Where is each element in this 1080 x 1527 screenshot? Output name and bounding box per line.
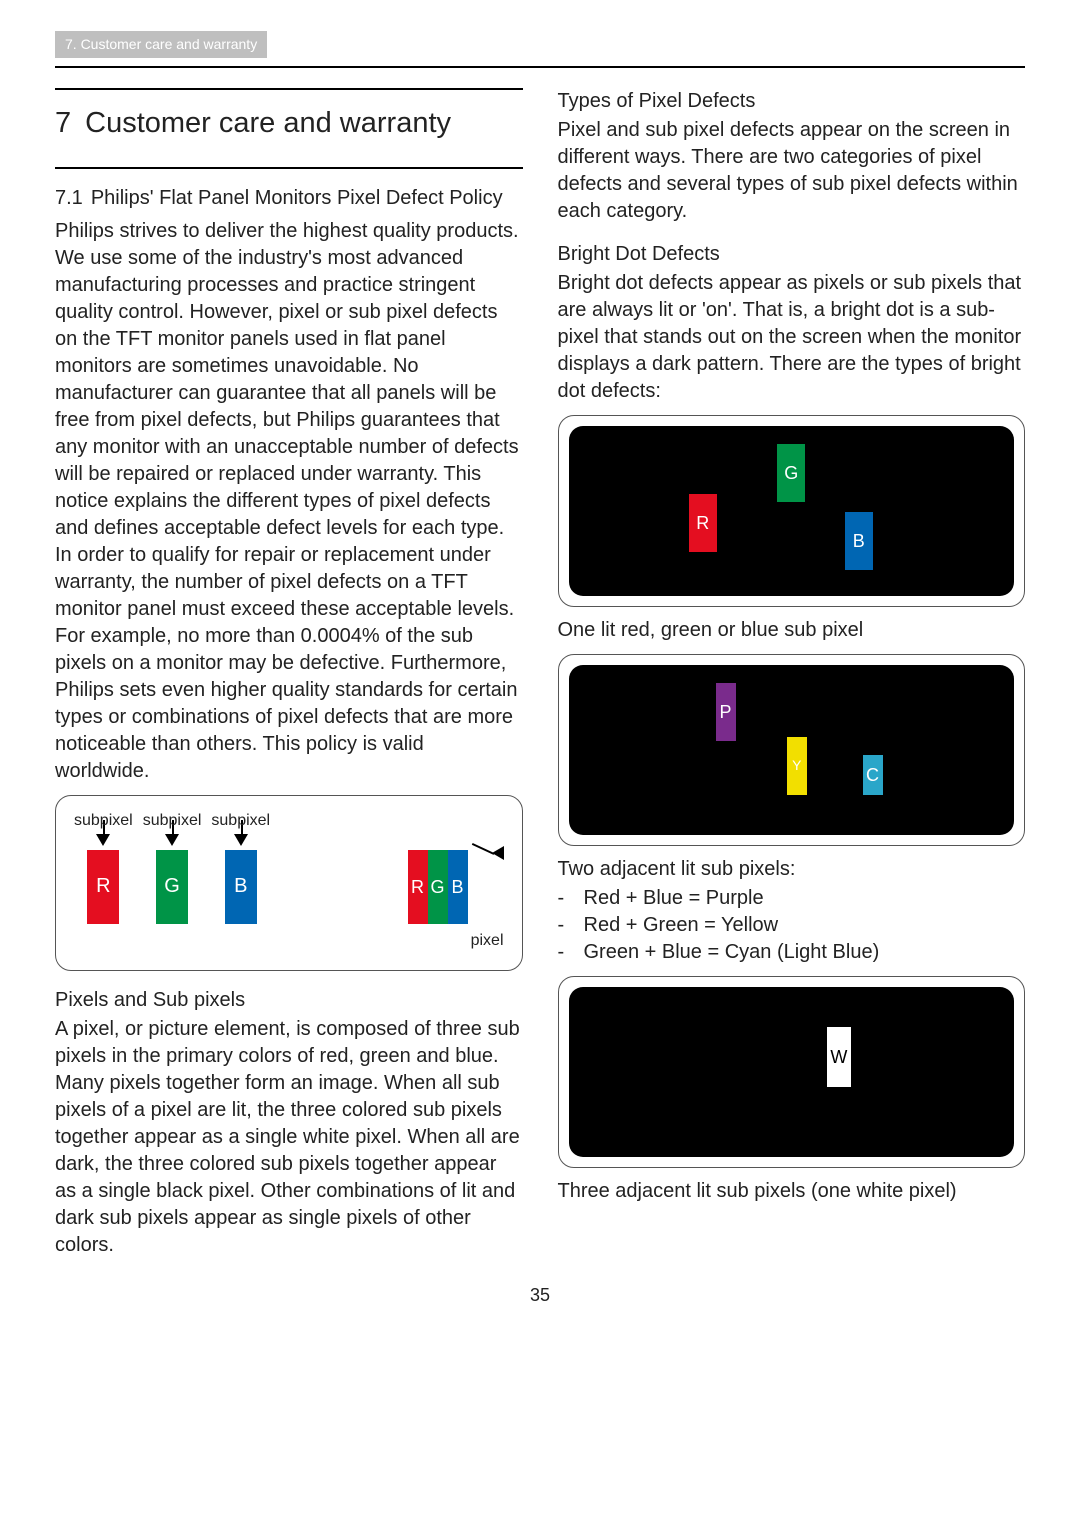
fig2-screen: P Y C xyxy=(569,665,1015,835)
fig1-box: G R B xyxy=(558,415,1026,607)
subsection-number: 7.1 xyxy=(55,185,83,212)
bullet2-0: -Red + Blue = Purple xyxy=(558,885,1026,912)
subpixel-col-b: subpixel B xyxy=(211,810,270,924)
arrow-down-icon xyxy=(165,834,179,846)
section-number: 7 xyxy=(55,104,71,143)
pixel-bar-g: G xyxy=(428,850,448,924)
fig1-g: G xyxy=(777,444,805,502)
fig2-box: P Y C xyxy=(558,654,1026,846)
types-heading: Types of Pixel Defects xyxy=(558,88,1026,115)
subsection-title: Philips' Flat Panel Monitors Pixel Defec… xyxy=(91,185,503,212)
page-number: 35 xyxy=(55,1283,1025,1307)
bullet2-1-text: Red + Green = Yellow xyxy=(584,912,779,939)
pixels-paragraph: A pixel, or picture element, is composed… xyxy=(55,1016,523,1259)
bullet2-1: -Red + Green = Yellow xyxy=(558,912,1026,939)
pixel-group-wrap: R G B pixel xyxy=(408,810,504,952)
subpixel-label-0: subpixel xyxy=(74,810,133,832)
header-tab: 7. Customer care and warranty xyxy=(55,31,267,58)
fig1-r: R xyxy=(689,494,717,552)
pixel-caption: pixel xyxy=(408,930,504,952)
pixel-group: R G B xyxy=(408,850,504,924)
arrow-down-icon xyxy=(96,834,110,846)
bright-paragraph: Bright dot defects appear as pixels or s… xyxy=(558,270,1026,405)
bullets2: -Red + Blue = Purple -Red + Green = Yell… xyxy=(558,885,1026,966)
types-paragraph: Pixel and sub pixel defects appear on th… xyxy=(558,117,1026,225)
pixel-bar-r: R xyxy=(408,850,428,924)
bar-b: B xyxy=(225,850,257,924)
right-column: Types of Pixel Defects Pixel and sub pix… xyxy=(558,88,1026,1263)
intro-paragraph: Philips strives to deliver the highest q… xyxy=(55,218,523,785)
top-rule xyxy=(55,66,1025,68)
fig1-b: B xyxy=(845,512,873,570)
pixel-bar-b: B xyxy=(448,850,468,924)
caption1: One lit red, green or blue sub pixel xyxy=(558,617,1026,644)
rule-below-title xyxy=(55,167,523,169)
subpixel-label-1: subpixel xyxy=(143,810,202,832)
rule-above-title xyxy=(55,88,523,90)
fig3-w: W xyxy=(827,1027,851,1087)
fig3-screen: W xyxy=(569,987,1015,1157)
subpixel-col-r: subpixel R xyxy=(74,810,133,924)
arrow-down-icon xyxy=(234,834,248,846)
fig2-p: P xyxy=(716,683,736,741)
bar-r: R xyxy=(87,850,119,924)
caption2: Two adjacent lit sub pixels: xyxy=(558,856,1026,883)
bar-g: G xyxy=(156,850,188,924)
caption3: Three adjacent lit sub pixels (one white… xyxy=(558,1178,1026,1205)
two-column-layout: 7 Customer care and warranty 7.1 Philips'… xyxy=(55,88,1025,1263)
bullet2-0-text: Red + Blue = Purple xyxy=(584,885,764,912)
bullet2-2-text: Green + Blue = Cyan (Light Blue) xyxy=(584,939,880,966)
subsection-heading: 7.1 Philips' Flat Panel Monitors Pixel D… xyxy=(55,185,523,212)
subpixel-diagram: subpixel R subpixel G subpixel B xyxy=(66,806,512,960)
fig3-box: W xyxy=(558,976,1026,1168)
left-column: 7 Customer care and warranty 7.1 Philips'… xyxy=(55,88,523,1263)
pixels-heading: Pixels and Sub pixels xyxy=(55,987,523,1014)
fig1-screen: G R B xyxy=(569,426,1015,596)
fig2-y: Y xyxy=(787,737,807,795)
subpixel-col-g: subpixel G xyxy=(143,810,202,924)
bullet2-2: -Green + Blue = Cyan (Light Blue) xyxy=(558,939,1026,966)
bright-heading: Bright Dot Defects xyxy=(558,241,1026,268)
section-title: 7 Customer care and warranty xyxy=(55,104,523,143)
fig2-c: C xyxy=(863,755,883,795)
pixel-arrow-icon xyxy=(468,850,504,870)
section-title-text: Customer care and warranty xyxy=(85,107,451,139)
subpixel-diagram-box: subpixel R subpixel G subpixel B xyxy=(55,795,523,971)
subpixel-label-2: subpixel xyxy=(211,810,270,832)
